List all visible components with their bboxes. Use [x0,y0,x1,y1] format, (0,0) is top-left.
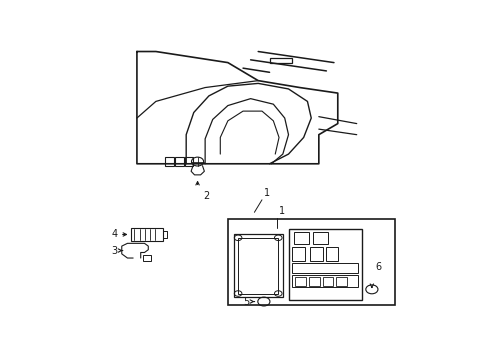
Bar [325,247,338,261]
Text: 6: 6 [375,262,381,272]
Bar [184,157,193,166]
Bar [312,232,327,244]
Bar [238,238,278,293]
Bar [142,255,151,261]
Text: 1: 1 [264,188,269,198]
Bar [165,157,173,166]
Bar [288,229,362,300]
Bar [294,232,308,244]
Bar [291,275,357,287]
Bar [233,234,282,297]
Bar [336,278,346,286]
Text: 1: 1 [279,206,285,216]
Bar [175,157,183,166]
Text: 2: 2 [203,191,209,201]
Text: 4: 4 [111,229,117,239]
Bar [295,278,305,286]
Bar [322,278,332,286]
Bar [310,247,323,261]
Text: 3: 3 [111,246,117,256]
Bar [269,58,292,63]
Bar [227,219,394,305]
Bar [131,228,163,242]
Bar [308,278,319,286]
Bar [292,247,304,261]
Text: 5: 5 [243,297,249,307]
Bar [291,263,357,273]
